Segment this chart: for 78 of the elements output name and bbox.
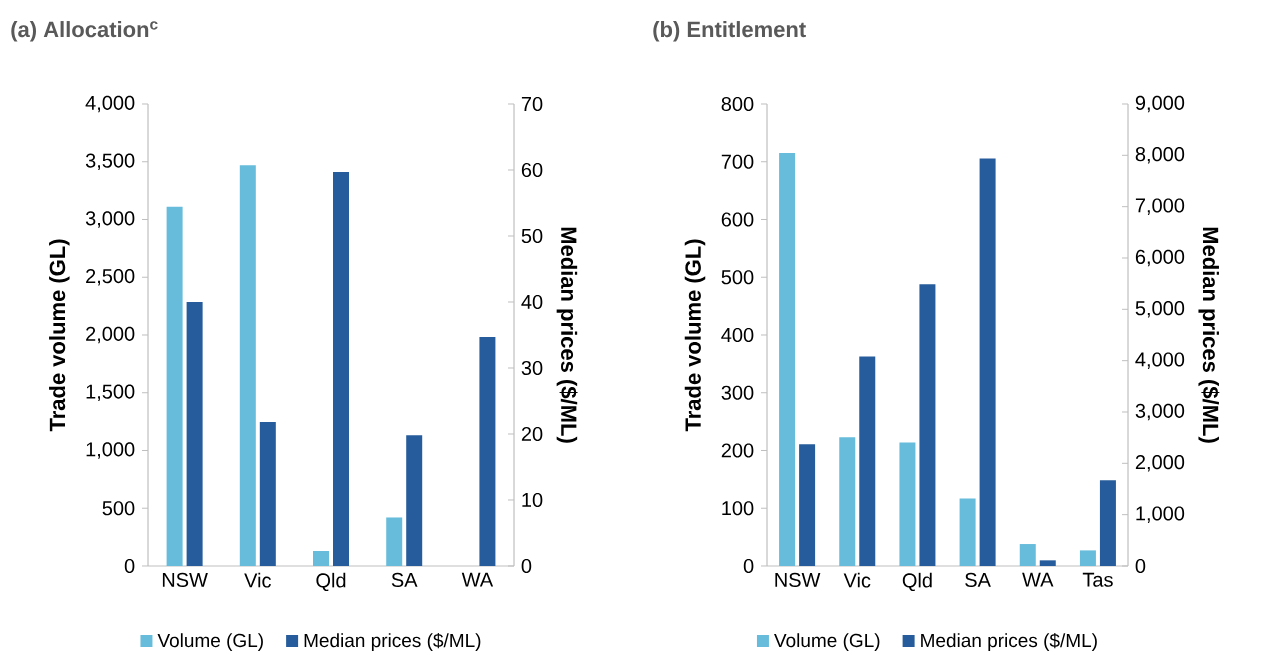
bar [1019,544,1036,566]
y-tick-label: 800 [721,96,754,112]
y-tick-label: 3,000 [85,211,135,228]
y-tick-label: 400 [721,327,754,343]
bar [919,284,936,566]
bar [386,517,403,566]
y2-tick-label: 50 [521,228,543,244]
legend-label: Volume (GL) [157,633,263,651]
y2-tick-label: 4,000 [1135,352,1185,369]
bar [979,158,996,566]
bar [313,550,330,566]
y-tick-label: 0 [743,558,754,574]
y2-tick-label: 2,000 [1135,455,1185,472]
bar [859,356,876,566]
bar [959,498,976,566]
x-tick-label: WA [461,572,494,587]
y-axis-title: Trade volume (GL) [684,239,706,432]
x-tick-label: WA [1022,572,1054,587]
x-tick-label: SA [965,572,991,588]
bar [839,437,856,566]
chart-title: (b) Entitlement [653,21,806,42]
y2-tick-label: 10 [522,492,543,508]
y2-tick-label: 6,000 [1135,249,1185,267]
y-tick-label: 0 [124,558,135,574]
legend-label: Volume (GL) [774,633,880,651]
y-tick-label: 4,000 [85,95,135,113]
y-tick-label: 200 [721,443,754,458]
y2-tick-label: 60 [521,162,543,178]
y-tick-label: 1,500 [86,384,135,401]
bar [166,206,183,566]
bar [1039,560,1056,566]
legend-label: Median prices ($/ML) [921,632,1097,651]
y-tick-label: 3,500 [85,153,135,170]
x-tick-label: SA [391,572,418,588]
y-tick-label: 500 [102,501,135,516]
bar [259,422,276,566]
legend-label: Median prices ($/ML) [304,632,481,651]
x-tick-label: Qld [902,572,932,592]
y-axis-title: Trade volume (GL) [49,239,70,432]
y2-tick-label: 70 [521,96,543,112]
bar [1079,550,1096,566]
y2-tick-label: 0 [1135,558,1146,574]
bar [333,171,350,566]
y-tick-label: 100 [722,501,754,516]
y2-tick-label: 20 [521,426,543,442]
bar [479,336,496,566]
x-tick-label: Qld [316,572,346,592]
chart-title: (a) Allocation$^{c}$ [11,21,158,42]
y-tick-label: 2,000 [86,326,135,344]
bar [406,435,423,566]
bar [799,444,816,566]
bar [1099,480,1116,566]
y-tick-label: 500 [721,270,754,285]
bar [239,165,256,566]
y-tick-label: 300 [721,385,754,400]
y2-tick-label: 40 [521,294,543,310]
x-tick-label: NSW [162,572,208,588]
y2-tick-label: 5,000 [1135,301,1185,318]
y-tick-label: 2,500 [86,268,135,286]
y2-tick-label: 9,000 [1135,95,1185,113]
y2-tick-label: 3,000 [1135,403,1185,421]
x-tick-label: Vic [244,572,271,588]
y2-tick-label: 0 [521,558,532,574]
y2-tick-label: 1,000 [1136,506,1185,523]
bar [899,442,916,566]
y2-tick-label: 7,000 [1135,198,1185,215]
bar [186,301,203,566]
y2-tick-label: 8,000 [1135,147,1185,164]
y-tick-label: 1,000 [86,442,135,459]
y2-tick-label: 30 [521,360,543,376]
y2-axis-title: Median prices ($/ML) [1198,227,1220,443]
y-tick-label: 600 [721,212,754,227]
x-tick-label: NSW [775,572,821,588]
bar [779,153,796,566]
y-tick-label: 700 [721,154,754,169]
x-tick-label: Vic [843,572,871,588]
y2-axis-title: Median prices ($/ML) [556,227,578,443]
x-tick-label: Tas [1082,572,1113,587]
